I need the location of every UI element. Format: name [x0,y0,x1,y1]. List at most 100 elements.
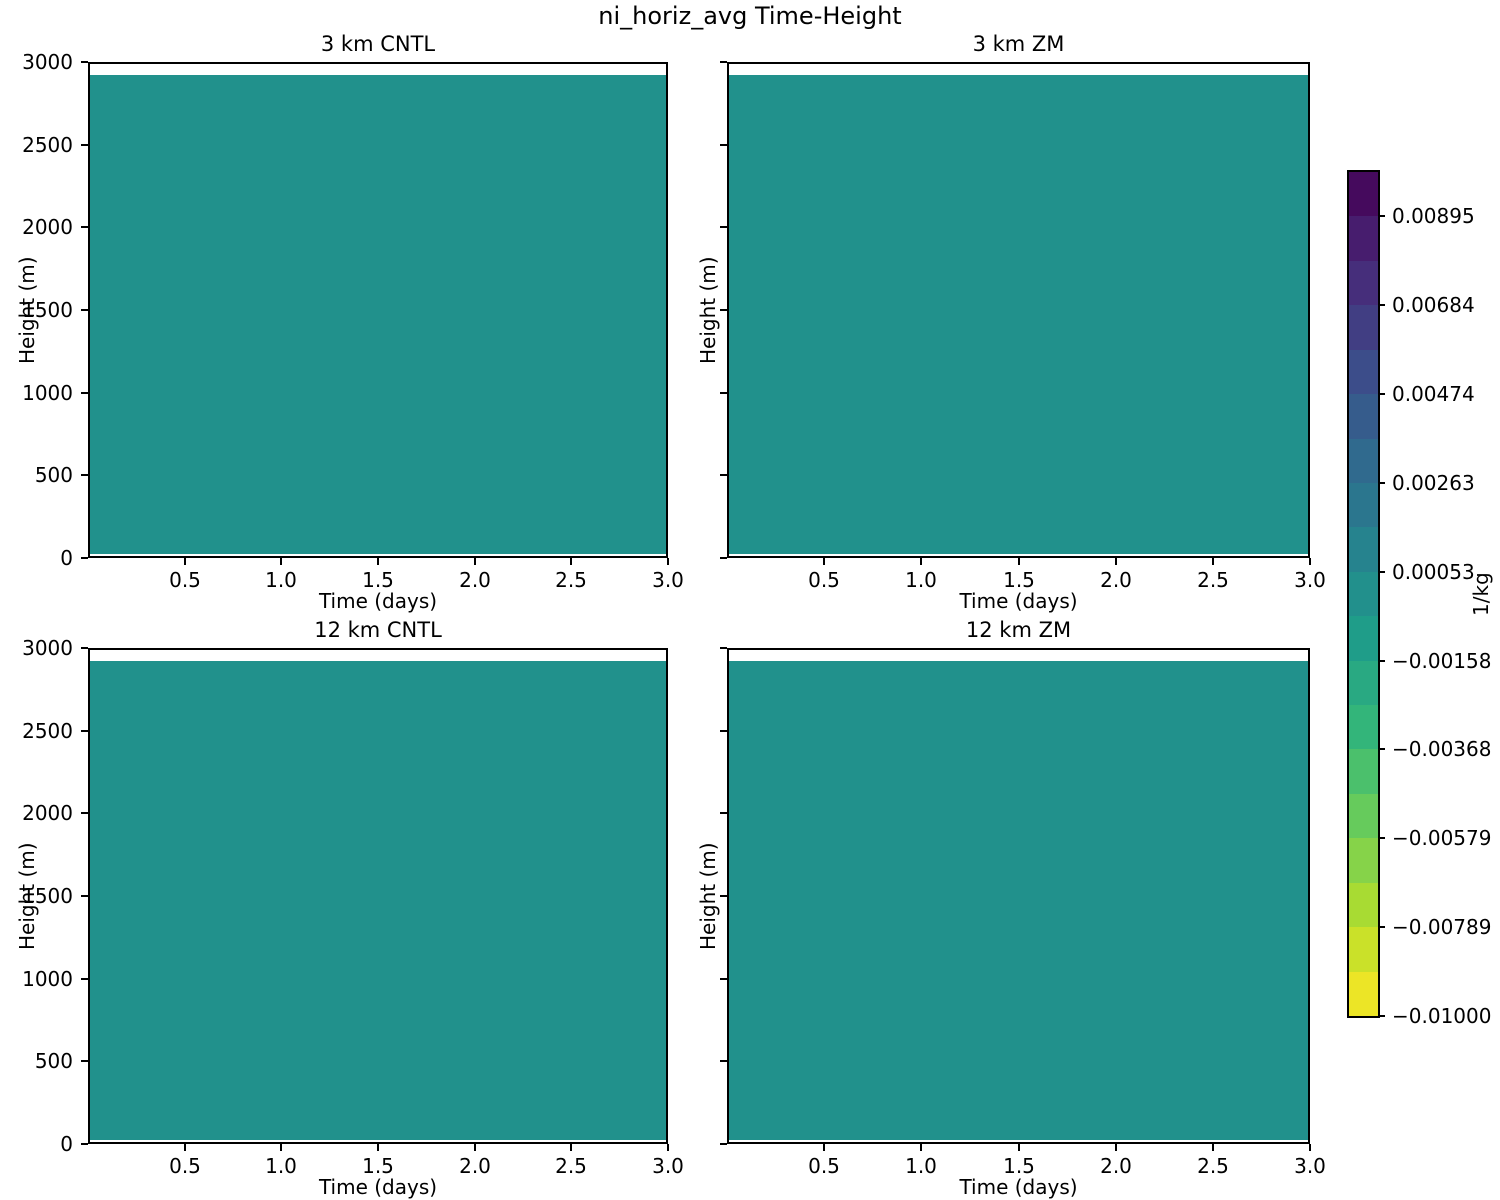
x-tick-label: 2.0 [1100,568,1132,592]
colorbar-tick-mark [1378,482,1385,484]
colorbar-band [1349,971,1378,1017]
y-axis-label: Height (m) [696,256,720,364]
y-tick-label: 2500 [22,719,73,743]
plot-area [88,62,668,558]
x-tick-label: 0.5 [808,1154,840,1178]
x-tick-label: 2.5 [555,568,587,592]
x-tick-label: 1.5 [1003,568,1035,592]
x-tick-mark [667,1144,669,1151]
y-tick-label: 1500 [22,298,73,322]
x-axis-label: Time (days) [959,1175,1078,1199]
y-tick-mark [81,557,88,559]
y-tick-label: 3000 [22,636,73,660]
y-tick-label: 500 [34,1049,73,1073]
x-axis-label: Time (days) [318,589,438,613]
colorbar-tick-label: −0.00368 [1392,737,1492,761]
colorbar-band [1349,482,1378,528]
x-tick-label: 2.0 [459,1154,491,1178]
colorbar-band [1349,571,1378,617]
colorbar-band [1349,616,1378,661]
x-tick-label: 1.0 [265,1154,297,1178]
contour-fill [729,661,1308,1140]
x-tick-label: 2.5 [1197,1154,1229,1178]
x-tick-mark [667,558,669,565]
colorbar-tick-label: 0.00474 [1392,382,1475,406]
y-axis-label: Height (m) [696,842,720,950]
colorbar-band [1349,305,1378,350]
colorbar-tick-label: 0.00895 [1392,204,1475,228]
y-tick-mark [720,895,727,897]
colorbar-tick-mark [1378,837,1385,839]
colorbar-band [1349,705,1378,750]
colorbar-band [1349,216,1378,261]
figure-title: ni_horiz_avg Time-Height [598,2,902,30]
x-tick-mark [1309,558,1311,565]
subplot-title: 3 km CNTL [320,32,436,56]
x-tick-label: 3.0 [652,568,684,592]
x-tick-label: 2.0 [459,568,491,592]
x-tick-mark [280,1144,282,1151]
y-tick-mark [81,730,88,732]
plot-area [727,648,1310,1144]
x-tick-mark [920,558,922,565]
x-tick-mark [823,558,825,565]
x-tick-mark [920,1144,922,1151]
x-tick-label: 3.0 [652,1154,684,1178]
y-tick-mark [81,61,88,63]
y-tick-mark [81,895,88,897]
x-tick-mark [280,558,282,565]
colorbar-tick-label: −0.01000 [1392,1004,1492,1028]
colorbar-band [1349,882,1378,928]
colorbar-tick-mark [1378,393,1385,395]
colorbar-band [1349,260,1378,306]
x-tick-label: 1.5 [362,1154,394,1178]
colorbar-tick-mark [1378,215,1385,217]
y-tick-label: 1500 [22,884,73,908]
x-tick-mark [1212,558,1214,565]
x-axis-label: Time (days) [959,589,1078,613]
x-tick-label: 1.5 [1003,1154,1035,1178]
y-tick-mark [720,557,727,559]
y-tick-mark [81,812,88,814]
x-tick-mark [184,558,186,565]
colorbar-band [1349,927,1378,972]
x-tick-label: 2.0 [1100,1154,1132,1178]
y-tick-mark [81,474,88,476]
y-tick-mark [720,647,727,649]
x-tick-mark [474,1144,476,1151]
x-tick-label: 3.0 [1294,568,1326,592]
contour-fill [729,75,1308,554]
x-tick-label: 1.0 [905,568,937,592]
x-tick-label: 0.5 [169,1154,201,1178]
x-tick-mark [377,558,379,565]
colorbar-tick-label: −0.00158 [1392,649,1492,673]
y-tick-mark [81,392,88,394]
x-tick-mark [377,1144,379,1151]
subplot-title: 12 km ZM [965,618,1072,642]
x-tick-label: 2.5 [1197,568,1229,592]
x-tick-label: 0.5 [169,568,201,592]
y-tick-mark [720,392,727,394]
x-tick-mark [184,1144,186,1151]
plot-area [88,648,668,1144]
subplot-title: 12 km CNTL [314,618,442,642]
y-tick-label: 500 [34,463,73,487]
colorbar-tick-mark [1378,304,1385,306]
colorbar [1347,170,1380,1018]
y-tick-mark [81,978,88,980]
contour-fill [90,75,666,554]
y-tick-label: 2500 [22,133,73,157]
colorbar-tick-mark [1378,1015,1385,1017]
colorbar-tick-mark [1378,660,1385,662]
y-tick-mark [720,309,727,311]
y-tick-label: 2000 [22,801,73,825]
y-tick-mark [720,812,727,814]
x-tick-mark [1212,1144,1214,1151]
colorbar-band [1349,749,1378,794]
x-tick-label: 3.0 [1294,1154,1326,1178]
y-tick-label: 1000 [22,967,73,991]
y-tick-mark [720,144,727,146]
x-tick-mark [1115,558,1117,565]
colorbar-tick-label: 0.00053 [1392,560,1475,584]
